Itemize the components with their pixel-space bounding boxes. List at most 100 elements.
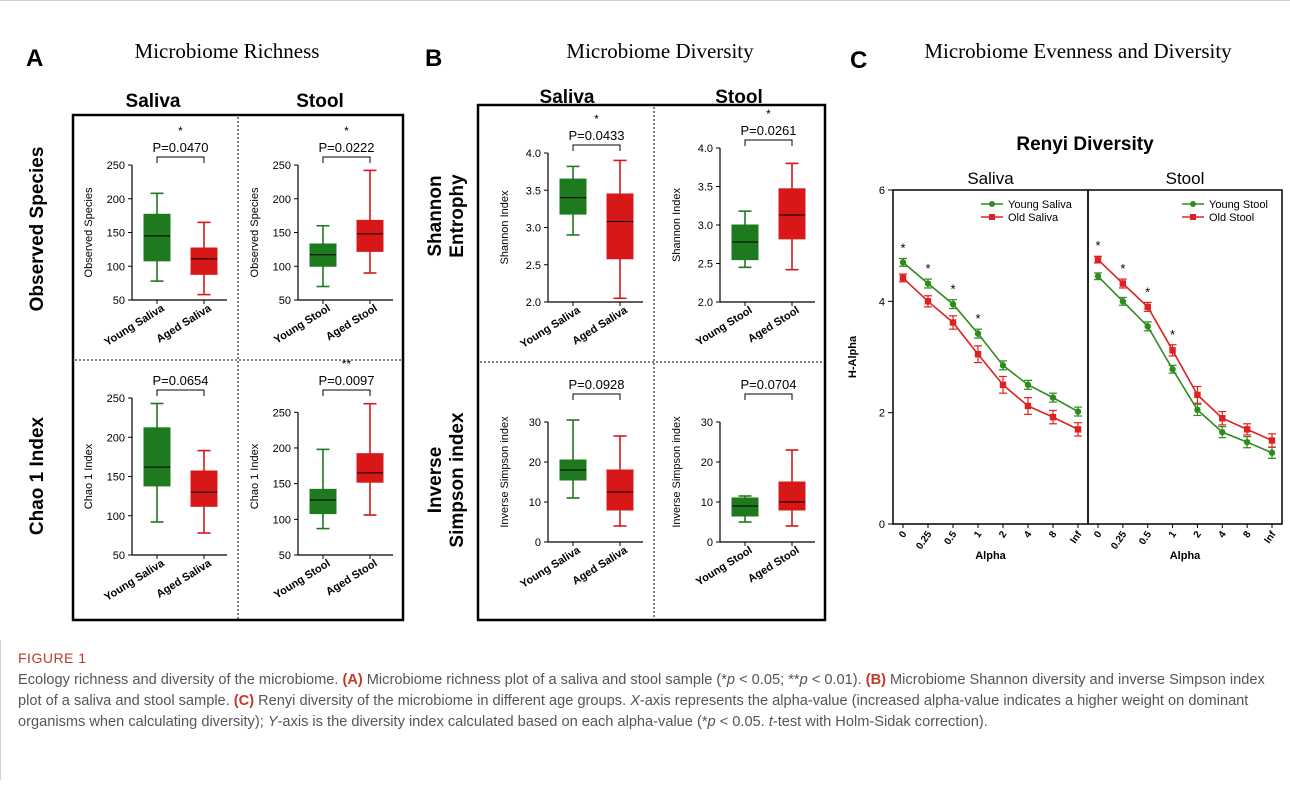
boxplot-3: 50 100 150 200 250 Chao 1 Index Young StoolAge… [249,357,393,601]
caption-part: p [799,672,808,688]
data-point [899,259,907,266]
data-point [1024,381,1032,389]
y-tick-label: 50 [279,295,291,307]
data-point [924,298,932,305]
box-iqr [190,247,218,275]
data-point [974,351,982,358]
facet-title: Stool [1166,169,1205,188]
x-tick-label: 0.5 [942,529,959,547]
p-value-label: P=0.0222 [318,140,374,155]
y-tick-label: 4.0 [698,143,713,155]
panel-b-letter: B [425,45,442,72]
significance-star: * [950,282,955,297]
caption-text: Ecology richness and diversity of the mi… [18,670,1273,733]
legend-marker [1190,201,1196,207]
significance-star: * [975,311,980,326]
x-tick-label: Aged Stool [746,304,802,345]
significance-stars: * [766,107,771,121]
y-tick-label: 0 [707,537,713,549]
data-point [1243,426,1251,433]
data-point [974,330,982,337]
y-axis-label: Chao 1 Index [249,443,261,509]
data-point [949,300,957,308]
caption-part: X [630,693,640,709]
caption-part: (B) [865,672,886,688]
row-label-chao1: Chao 1 Index [27,416,48,535]
y-tick-label: 4.0 [526,148,541,160]
y-tick-label: 2.5 [526,260,541,272]
caption-part: Y [267,714,278,730]
y-tick-label: 200 [273,443,291,455]
y-axis-label: Inverse Simpson index [671,416,683,528]
caption-part: t [768,714,773,730]
y-axis-label: Inverse Simpson index [499,416,511,528]
p-value-label: P=0.0097 [318,373,374,388]
x-tick-label: 1 [972,529,984,540]
panel-a-frame [71,113,405,622]
facet-frame [892,189,1089,525]
y-tick-label: 10 [529,497,541,509]
y-tick-label: 2.5 [698,259,713,271]
caption-part: < 0.05; ** [735,672,800,688]
legend-label: Young Saliva [1008,199,1073,211]
legend-label: Old Saliva [1008,212,1059,224]
caption-part: (A) [342,672,363,688]
significance-stars: * [594,112,599,126]
legend-label: Old Stool [1209,212,1254,224]
series-young-stool: Young Stool [1094,199,1276,459]
panel-a-col-saliva: Saliva [126,91,181,112]
box-iqr [309,488,337,515]
legend-label: Young Stool [1209,199,1268,211]
significance-bracket [322,156,371,163]
renyi-y-tick-label: 6 [879,185,885,197]
boxplot-1: 50 100 150 200 250 Observed Species Young Stoo… [249,124,393,346]
boxplot-7: 0 10 20 30 Inverse Simpson index Young StoolA… [671,377,815,588]
x-tick-label: 2 [997,529,1009,540]
x-tick-label: 8 [1241,529,1253,540]
box-iqr [143,427,171,487]
y-tick-label: 100 [107,511,125,523]
y-tick-label: 30 [529,417,541,429]
p-value-label: P=0.0470 [152,140,208,155]
x-tick-label: 0 [897,529,909,540]
box-iqr [778,481,806,511]
significance-bracket [744,139,793,146]
row-label-shannon-1: Shannon [425,175,446,256]
data-point [1119,280,1127,287]
panel-a-title: Microbiome Richness [135,39,320,63]
top-divider [0,0,1290,1]
y-tick-label: 50 [113,295,125,307]
data-point [899,274,907,282]
panel-c-title: Microbiome Evenness and Diversity [924,39,1232,63]
series-line [902,277,1079,431]
y-tick-label: 200 [107,194,125,206]
x-tick-label: Aged Stool [324,557,380,598]
y-tick-label: 3.0 [698,220,713,232]
caption-left-rule [0,640,1,780]
panel-b-col-stool: Stool [715,87,763,108]
y-tick-label: 3.0 [526,223,541,235]
y-tick-label: 100 [107,261,125,273]
p-value-label: P=0.0261 [740,123,796,138]
significance-star: * [1120,261,1125,276]
significance-star: * [925,261,930,276]
row-label-shannon-2: Entrophy [447,174,468,258]
box-iqr [778,188,806,240]
x-tick-label: Young Stool [272,557,333,601]
caption-part: Ecology richness and diversity of the mi… [18,672,343,688]
y-tick-label: 100 [273,261,291,273]
panel-b-col-saliva: Saliva [540,87,595,108]
panel-b-frame [476,103,827,622]
significance-star: * [1170,327,1175,342]
renyi-facet-0: Saliva 0 0.25 0.5 1 2 4 8 Inf Alpha * * * * Young Sali… [892,169,1089,562]
x-tick-label: Young Stool [272,302,333,346]
caption-part: Microbiome richness plot of a saliva and… [362,672,727,688]
x-axis-label: Alpha [1170,550,1201,562]
data-point [1268,437,1276,444]
data-point [949,319,957,326]
data-point [999,381,1007,389]
data-point [1219,428,1226,436]
p-value-label: P=0.0433 [568,128,624,143]
